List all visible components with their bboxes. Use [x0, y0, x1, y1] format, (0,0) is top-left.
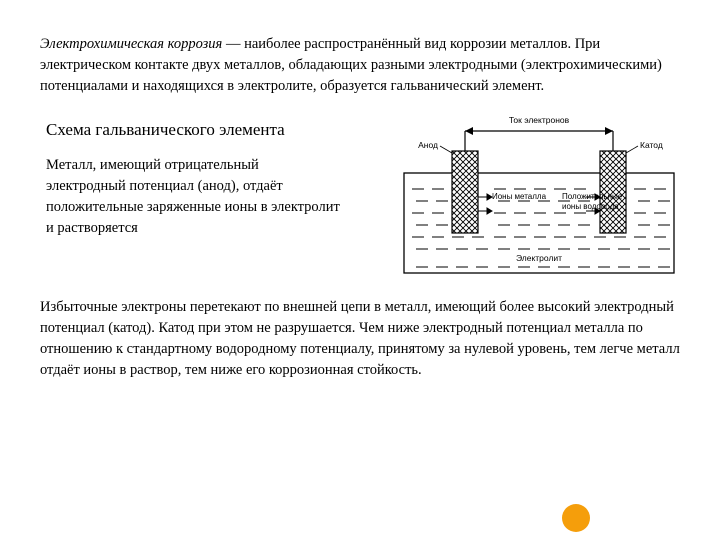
label-h-ions-2: ионы водорода: [562, 202, 619, 211]
anode-paragraph: Металл, имеющий отрицательный электродны…: [40, 155, 340, 239]
accent-dot-icon: [562, 504, 590, 532]
label-h-ions-1: Положительные: [562, 192, 623, 201]
middle-left: Схема гальванического элемента Металл, и…: [40, 111, 380, 281]
conclusion-paragraph: Избыточные электроны перетекают по внешн…: [40, 297, 684, 381]
label-electron-flow: Ток электронов: [509, 115, 570, 125]
label-anode: Анод: [418, 140, 438, 150]
label-cathode: Катод: [640, 140, 663, 150]
galvanic-cell-diagram: Ток электронов Анод Катод Ионы металла П…: [394, 111, 684, 281]
intro-paragraph: Электрохимическая коррозия — наиболее ра…: [40, 34, 684, 97]
middle-row: Схема гальванического элемента Металл, и…: [40, 111, 684, 281]
scheme-title: Схема гальванического элемента: [46, 119, 380, 141]
label-metal-ions: Ионы металла: [492, 192, 547, 201]
intro-emph: Электрохимическая коррозия: [40, 36, 222, 52]
label-electrolyte: Электролит: [516, 253, 562, 263]
